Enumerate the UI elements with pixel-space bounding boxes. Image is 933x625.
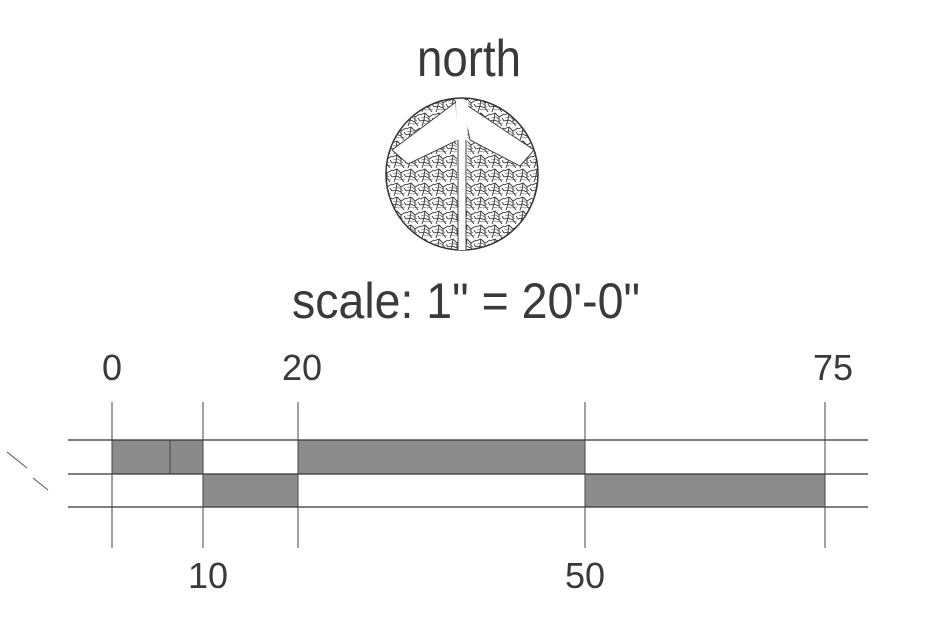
segment-50-75-bottom [585,474,825,507]
scale-bar [68,402,868,548]
scale-label-50: 50 [565,555,605,596]
scale-label-20: 20 [282,347,322,388]
scale-label-75: 75 [813,347,853,388]
stray-marks [6,451,49,491]
north-arrow-icon [385,97,539,251]
scale-label-10: 10 [188,555,228,596]
north-label: north [417,30,521,88]
segment-10-20-bottom [203,474,298,507]
scale-label-0: 0 [102,347,122,388]
segment-0-5-top [112,440,170,474]
scale-label: scale: 1" = 20'-0" [292,273,640,329]
segment-20-50-top [298,440,585,474]
segment-5-10-top [170,440,203,474]
